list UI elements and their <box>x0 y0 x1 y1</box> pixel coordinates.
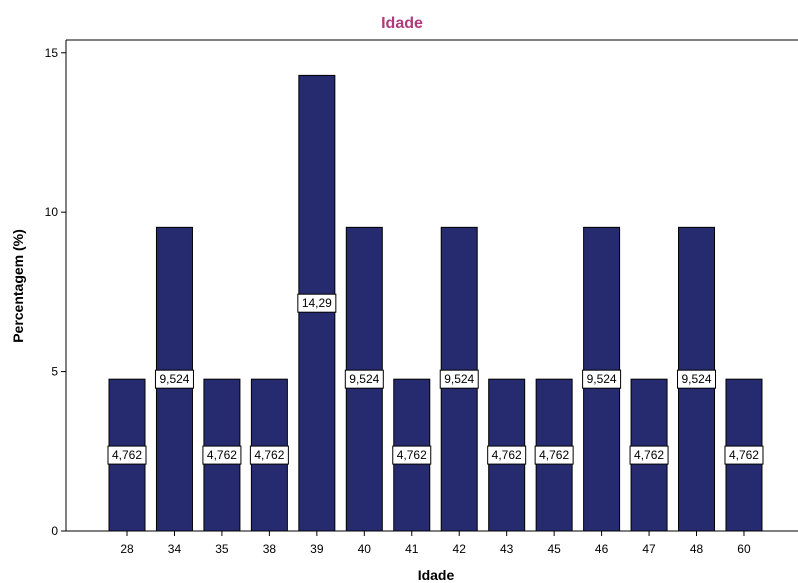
data-label: 9,524 <box>349 372 379 386</box>
x-tick-label: 45 <box>547 542 561 556</box>
x-tick-label: 39 <box>310 542 324 556</box>
x-tick-label: 42 <box>453 542 467 556</box>
data-label: 9,524 <box>587 372 617 386</box>
data-label-box <box>392 445 432 465</box>
data-label: 4,762 <box>254 448 284 462</box>
data-label: 4,762 <box>207 448 237 462</box>
data-label-box <box>582 369 622 389</box>
data-label-box <box>629 445 669 465</box>
x-tick-label: 38 <box>263 542 277 556</box>
data-label-box <box>344 369 384 389</box>
data-label: 9,524 <box>159 372 189 386</box>
data-label: 9,524 <box>444 372 474 386</box>
x-tick-label: 60 <box>737 542 751 556</box>
x-tick-label: 43 <box>500 542 514 556</box>
data-label-box <box>154 369 194 389</box>
data-label: 4,762 <box>112 448 142 462</box>
data-label: 4,762 <box>397 448 427 462</box>
x-tick-label: 40 <box>358 542 372 556</box>
x-tick-label: 34 <box>168 542 182 556</box>
y-tick-label: 10 <box>45 205 59 219</box>
data-label-box <box>249 445 289 465</box>
data-label-box <box>297 293 337 313</box>
y-tick-label: 0 <box>51 524 58 538</box>
y-tick-label: 5 <box>51 365 58 379</box>
x-tick-label: 48 <box>690 542 704 556</box>
x-tick-label: 46 <box>595 542 609 556</box>
x-tick-label: 47 <box>642 542 656 556</box>
x-axis-label: Idade <box>418 567 455 583</box>
data-label: 4,762 <box>729 448 759 462</box>
data-label-box <box>534 445 574 465</box>
data-label-box <box>202 445 242 465</box>
data-label: 4,762 <box>492 448 522 462</box>
x-tick-label: 28 <box>120 542 134 556</box>
data-label: 4,762 <box>539 448 569 462</box>
data-label: 4,762 <box>634 448 664 462</box>
data-label: 9,524 <box>682 372 712 386</box>
data-labels: 4,762 9,524 4,762 4,762 14,29 9,524 4,762 9,524… <box>107 293 764 465</box>
y-tick-label: 15 <box>45 46 59 60</box>
data-label-box <box>107 445 147 465</box>
y-ticks: 0 5 10 15 <box>45 46 66 538</box>
data-label: 14,29 <box>302 296 332 310</box>
data-label-box <box>487 445 527 465</box>
data-label-box <box>677 369 717 389</box>
x-tick-label: 35 <box>215 542 229 556</box>
chart-title: Idade <box>381 15 423 32</box>
x-tick-label: 41 <box>405 542 419 556</box>
x-ticks: 28 34 35 38 39 40 41 42 43 45 46 47 48 60 <box>120 531 751 556</box>
data-label-box <box>724 445 764 465</box>
y-axis-label: Percentagem (%) <box>10 229 26 343</box>
data-label-box <box>439 369 479 389</box>
